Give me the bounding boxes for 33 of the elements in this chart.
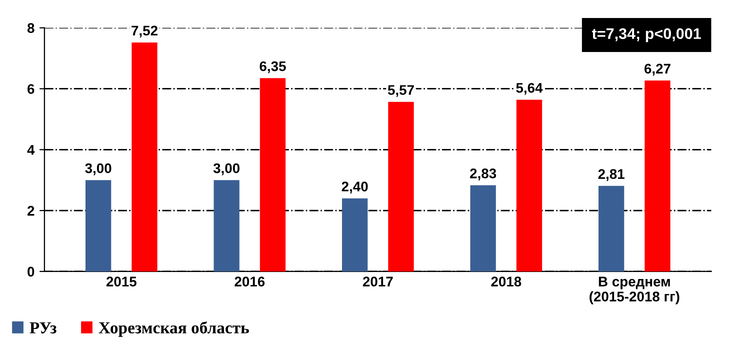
x-tick-label: 2018 (491, 276, 522, 287)
bar (470, 185, 496, 272)
y-tick-label: 8 (27, 23, 34, 34)
data-label: 5,57 (388, 85, 414, 97)
data-label: 6,35 (260, 61, 286, 74)
bar (388, 102, 414, 272)
x-tick-label: В среднем (2015-2018 гг) (590, 276, 680, 304)
bar (598, 186, 624, 272)
bar (342, 198, 368, 272)
bar (86, 180, 112, 272)
y-tick-label: 0 (28, 266, 34, 277)
bar (516, 100, 542, 272)
data-label: 6,27 (644, 64, 670, 76)
y-tick-label: 4 (27, 145, 35, 155)
x-tick-label: 2015 (106, 276, 136, 287)
data-label: 2,83 (470, 168, 496, 180)
data-label: 7,52 (132, 26, 158, 38)
bar (214, 180, 240, 272)
data-label: 3,00 (213, 163, 240, 176)
bar (260, 78, 286, 272)
data-label: 3,00 (85, 163, 112, 176)
legend-label: Хорезмская область (98, 321, 249, 337)
data-label: 5,64 (516, 82, 543, 95)
legend-label: РУз (30, 322, 56, 334)
bar (644, 80, 670, 272)
x-tick-label: 2017 (362, 276, 393, 287)
y-tick-label: 6 (28, 84, 34, 94)
x-tick-label: 2016 (234, 276, 265, 287)
bar (132, 42, 158, 272)
y-tick-label: 2 (27, 206, 34, 216)
annotation: t=7,34; p<0,001 (592, 28, 701, 42)
data-label: 2,40 (342, 182, 368, 194)
data-label: 2,81 (598, 169, 624, 181)
